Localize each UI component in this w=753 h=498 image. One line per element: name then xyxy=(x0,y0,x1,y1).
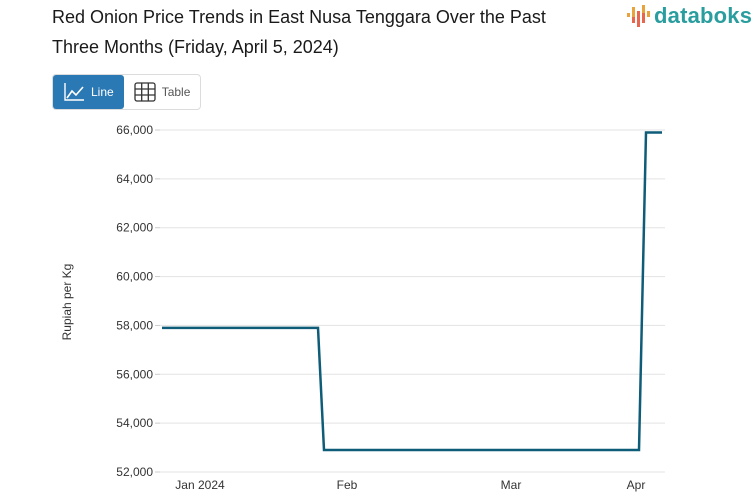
y-tick-label: 58,000 xyxy=(116,318,153,332)
table-view-button[interactable]: Table xyxy=(124,75,201,109)
line-chart: 52,000 54,000 56,000 58,000 60,000 62,000 64,0… xyxy=(116,123,665,492)
x-tick-label: Feb xyxy=(337,478,358,492)
price-line[interactable] xyxy=(162,131,662,452)
y-tick-label: 52,000 xyxy=(116,465,153,479)
line-view-label: Line xyxy=(91,85,114,99)
databoks-logo[interactable]: databoks xyxy=(626,3,752,29)
y-tick-label: 64,000 xyxy=(116,172,153,186)
table-view-label: Table xyxy=(161,85,191,99)
y-tick-label: 56,000 xyxy=(116,367,153,381)
databoks-bars-icon xyxy=(627,5,650,27)
line-chart-icon xyxy=(64,83,84,101)
line-view-button[interactable]: Line xyxy=(53,75,124,109)
view-toggle: Line Table xyxy=(52,74,202,110)
chart-title: Red Onion Price Trends in East Nusa Teng… xyxy=(52,7,546,57)
x-tick-label: Jan 2024 xyxy=(175,478,225,492)
y-tick-label: 54,000 xyxy=(116,416,153,430)
y-tick-label: 62,000 xyxy=(116,221,153,235)
y-tick-label: 66,000 xyxy=(116,123,153,137)
x-tick-label: Mar xyxy=(501,478,522,492)
table-grid-icon xyxy=(134,82,156,102)
y-tick-label: 60,000 xyxy=(116,270,153,284)
logo-text: databoks xyxy=(654,3,753,28)
x-tick-label: Apr xyxy=(627,478,646,492)
